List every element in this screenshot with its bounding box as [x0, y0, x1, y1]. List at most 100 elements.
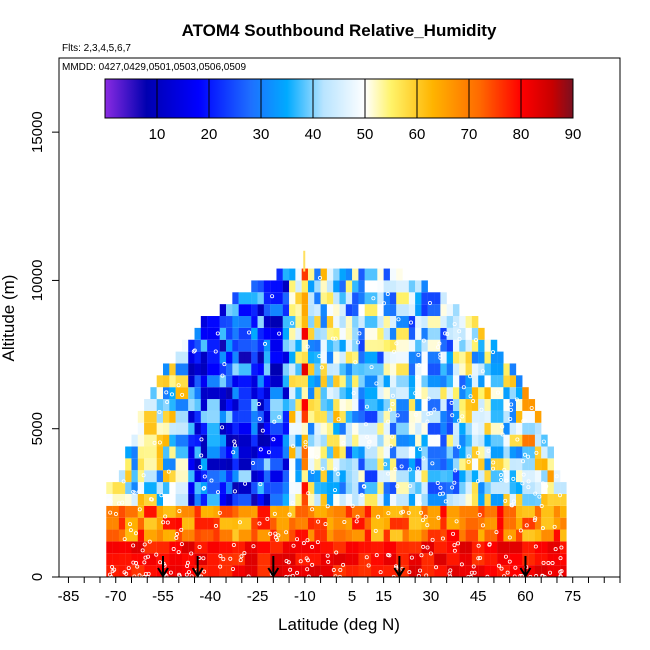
- humidity-cell: [440, 316, 447, 328]
- measurement-point: [452, 480, 457, 485]
- colorbar-tick-label: 80: [513, 126, 530, 143]
- humidity-cell: [339, 505, 346, 518]
- measurement-point: [201, 486, 206, 491]
- humidity-cell: [497, 565, 504, 577]
- humidity-cell: [163, 434, 170, 447]
- humidity-cell: [301, 505, 309, 518]
- measurement-point: [505, 570, 510, 575]
- humidity-cell: [320, 434, 328, 447]
- humidity-cell: [415, 375, 422, 388]
- humidity-cell: [175, 422, 183, 435]
- humidity-cell: [503, 446, 510, 459]
- humidity-cell: [440, 493, 447, 506]
- humidity-cell: [181, 529, 189, 542]
- humidity-cell: [339, 493, 346, 506]
- humidity-cell: [326, 399, 334, 411]
- humidity-cell: [276, 446, 283, 459]
- humidity-cell: [213, 422, 220, 435]
- humidity-cell: [465, 399, 473, 411]
- humidity-cell: [339, 292, 346, 305]
- humidity-cell: [301, 399, 309, 411]
- humidity-cell: [377, 339, 384, 352]
- humidity-cell: [320, 375, 328, 388]
- humidity-cell: [144, 446, 151, 459]
- humidity-cell: [497, 351, 504, 364]
- humidity-cell: [232, 482, 239, 494]
- humidity-cell: [238, 470, 246, 483]
- humidity-cell: [257, 292, 265, 305]
- humidity-cell: [452, 375, 460, 388]
- humidity-cell: [307, 493, 315, 506]
- humidity-cell: [452, 446, 460, 459]
- humidity-cell: [213, 327, 220, 340]
- humidity-cell: [301, 565, 309, 577]
- humidity-cell: [213, 434, 220, 447]
- humidity-cell: [226, 422, 233, 435]
- humidity-cell: [421, 327, 428, 340]
- humidity-cell: [213, 316, 220, 328]
- measurement-point: [390, 434, 395, 439]
- humidity-cell: [320, 565, 328, 577]
- measurement-point: [515, 437, 520, 442]
- humidity-cell: [389, 458, 397, 471]
- humidity-cell: [244, 434, 252, 447]
- humidity-cell: [320, 316, 328, 328]
- humidity-cell: [263, 363, 271, 376]
- humidity-cell: [440, 565, 447, 577]
- humidity-cell: [497, 529, 504, 542]
- humidity-cell: [528, 553, 536, 566]
- measurement-point: [209, 478, 214, 483]
- measurement-point: [272, 419, 277, 424]
- humidity-cell: [459, 482, 466, 494]
- humidity-cell: [383, 316, 391, 328]
- y-tick-label: 10000: [29, 260, 46, 302]
- humidity-cell: [320, 446, 328, 459]
- humidity-cell: [345, 351, 353, 364]
- humidity-cell: [440, 458, 447, 471]
- measurement-point: [201, 556, 206, 561]
- humidity-cell: [307, 363, 315, 376]
- humidity-cell: [452, 410, 460, 423]
- measurement-point: [447, 571, 452, 576]
- humidity-cell: [465, 458, 473, 471]
- humidity-cell: [503, 529, 510, 542]
- humidity-cell: [497, 434, 504, 447]
- humidity-cell: [434, 517, 441, 530]
- humidity-cell: [257, 316, 265, 328]
- humidity-cell: [282, 541, 290, 554]
- measurement-point: [450, 485, 455, 490]
- measurement-point: [552, 524, 557, 529]
- humidity-cell: [484, 493, 491, 506]
- humidity-cell: [219, 351, 227, 364]
- humidity-cell: [295, 375, 302, 388]
- humidity-cell: [276, 268, 283, 281]
- measurement-point: [491, 350, 496, 355]
- measurement-point: [220, 373, 225, 378]
- humidity-cell: [200, 422, 208, 435]
- measurement-point: [310, 562, 315, 567]
- humidity-cell: [396, 316, 403, 328]
- humidity-cell: [402, 505, 409, 518]
- humidity-cell: [440, 339, 447, 352]
- humidity-cell: [345, 505, 353, 518]
- plot-frame: [58, 57, 621, 578]
- humidity-cell: [282, 446, 290, 459]
- humidity-cell: [125, 541, 132, 554]
- humidity-cell: [207, 339, 214, 352]
- humidity-cell: [295, 280, 302, 293]
- humidity-cell: [471, 351, 479, 364]
- humidity-cell: [352, 470, 359, 483]
- humidity-cell: [427, 470, 435, 483]
- humidity-cell: [465, 434, 473, 447]
- humidity-cell: [295, 553, 302, 566]
- humidity-cell: [383, 541, 391, 554]
- humidity-cell: [471, 434, 479, 447]
- humidity-cell: [452, 529, 460, 542]
- measurement-point: [522, 452, 527, 457]
- humidity-cell: [282, 529, 290, 542]
- measurement-point: [526, 485, 531, 490]
- humidity-cell: [352, 529, 359, 542]
- humidity-cell: [333, 434, 340, 447]
- humidity-cell: [377, 292, 384, 305]
- humidity-cell: [528, 434, 536, 447]
